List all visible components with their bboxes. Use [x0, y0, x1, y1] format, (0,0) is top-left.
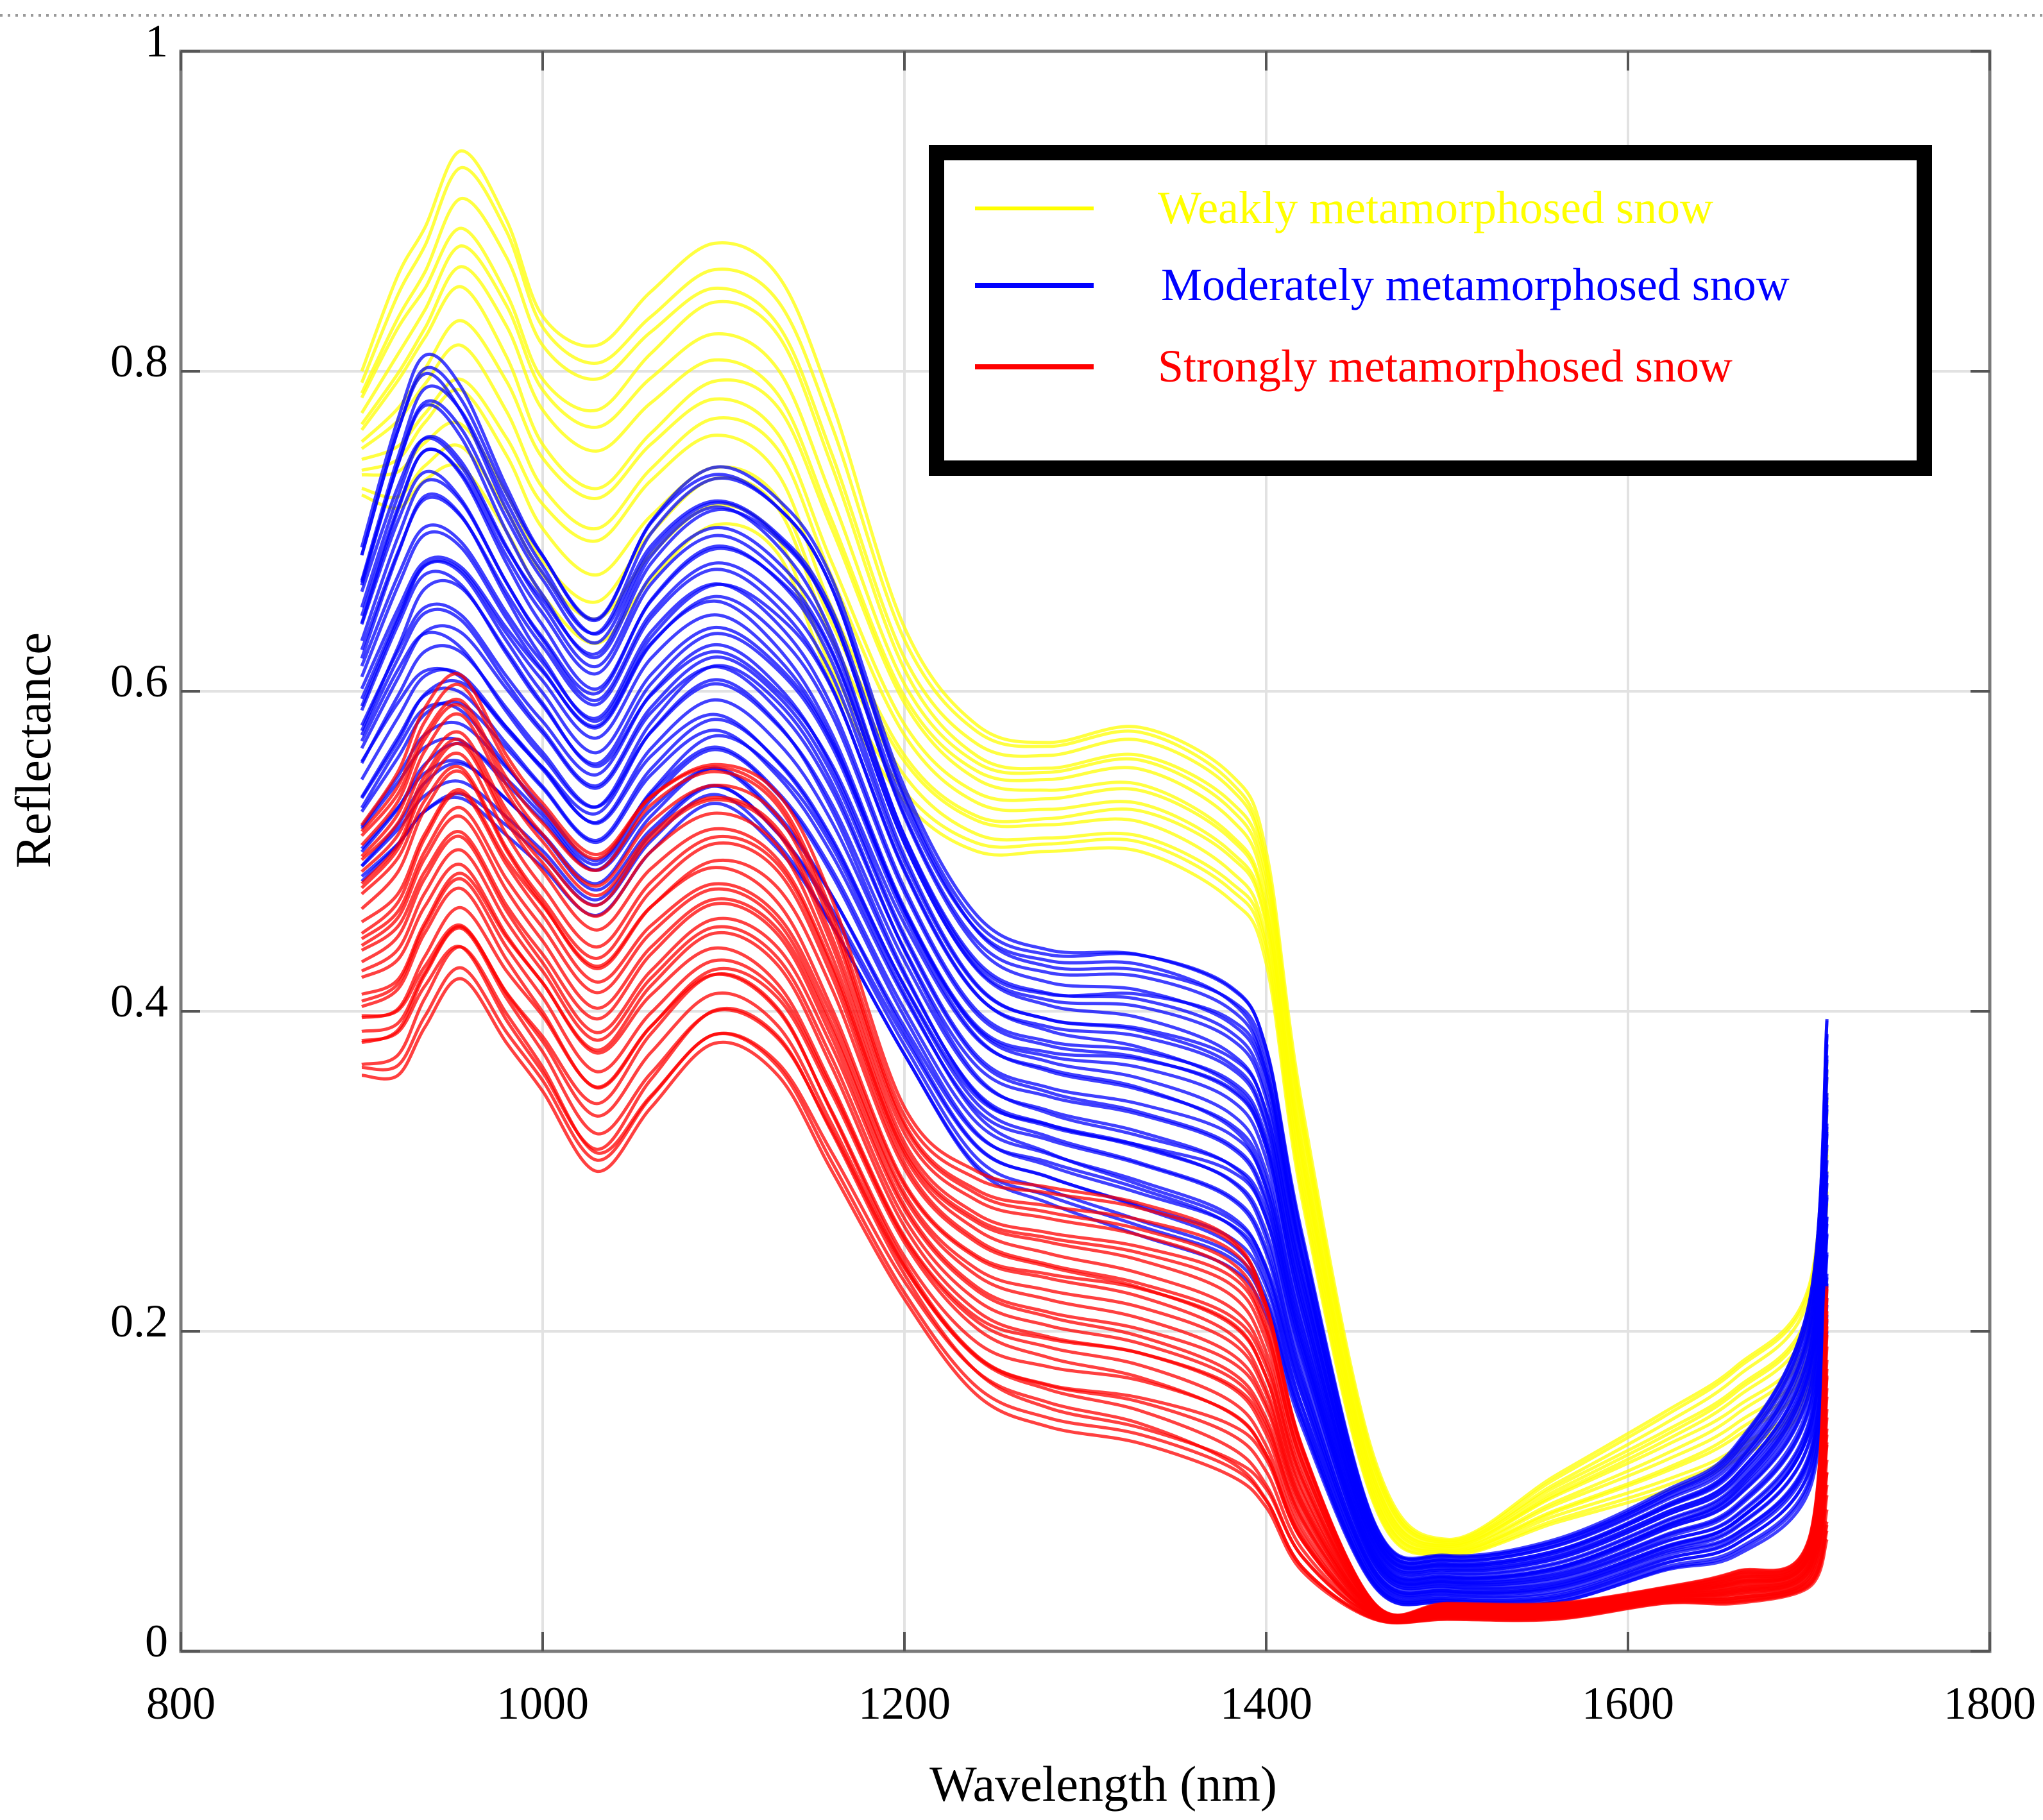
spectrum-curve [360, 399, 1829, 1565]
spectrum-curve [361, 420, 1829, 1555]
legend-label-moderately: Moderately metamorphosed snow [1161, 259, 1790, 310]
spectrum-curve [360, 244, 1829, 1547]
spectrum-curve [360, 226, 1829, 1545]
spectrum-curve [360, 602, 1829, 1585]
x-tick-label: 1400 [1220, 1678, 1312, 1729]
spectrum-curve [360, 469, 1829, 1571]
y-tick-label: 0.4 [110, 975, 168, 1027]
spectrum-curve [360, 197, 1829, 1544]
spectrum-curve [360, 736, 1829, 1600]
spectrum-curve [361, 377, 1829, 1553]
spectrum-curve [360, 352, 1829, 1560]
legend: Weakly metamorphosed snow Moderately met… [929, 145, 1932, 476]
y-tick-label: 1 [145, 15, 168, 67]
x-tick-label: 800 [146, 1678, 216, 1729]
x-tick-label: 1000 [496, 1678, 589, 1729]
spectrum-curve [360, 742, 1829, 1603]
x-tick-labels: 800 1000 1200 1400 1600 1800 [146, 1678, 2036, 1729]
x-tick-label: 1200 [858, 1678, 951, 1729]
spectral-curves [360, 149, 1829, 1625]
x-tick-label: 1800 [1944, 1678, 2036, 1729]
spectrum-curve [360, 165, 1829, 1542]
spectrum-curve [360, 285, 1829, 1548]
spectrum-curve [360, 644, 1829, 1590]
y-axis-title: Reflectance [5, 632, 61, 868]
y-tick-label: 0.6 [110, 655, 168, 707]
x-axis-title: Wavelength (nm) [929, 1756, 1277, 1812]
spectrum-curve [360, 343, 1829, 1551]
y-tick-labels: 0 0.2 0.4 0.6 0.8 1 [110, 15, 168, 1667]
legend-box [929, 145, 1932, 476]
spectrum-curve [360, 523, 1829, 1577]
plot-frame [179, 49, 1992, 1653]
axis-ticks [180, 50, 1991, 1653]
y-tick-label: 0 [145, 1615, 168, 1667]
spectrum-curve [360, 672, 1829, 1617]
spectrum-curve [360, 495, 1829, 1574]
legend-label-weakly: Weakly metamorphosed snow [1158, 182, 1713, 233]
spectrum-curve [361, 387, 1829, 1554]
spectrum-curve [360, 319, 1829, 1550]
spectrum-curve [360, 265, 1829, 1548]
spectrum-curve [360, 436, 1829, 1567]
y-tick-label: 0.2 [110, 1295, 168, 1347]
legend-label-strongly: Strongly metamorphosed snow [1158, 341, 1733, 392]
spectrum-curve [360, 666, 1829, 1590]
y-tick-label: 0.8 [110, 335, 168, 387]
spectrum-curve [360, 149, 1829, 1541]
series-2 [360, 672, 1829, 1625]
spectrum-curve [360, 624, 1829, 1588]
x-tick-label: 1600 [1582, 1678, 1674, 1729]
